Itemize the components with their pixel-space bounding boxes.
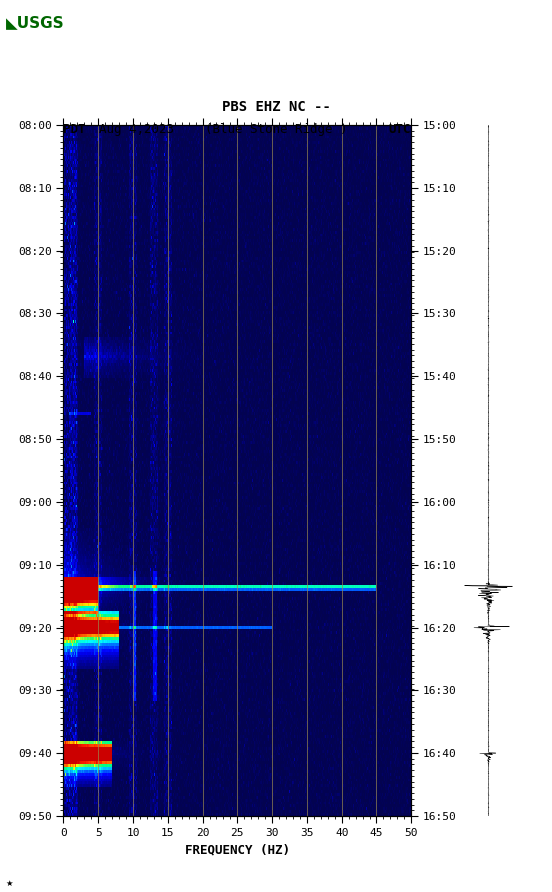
X-axis label: FREQUENCY (HZ): FREQUENCY (HZ) — [185, 844, 290, 856]
Text: ◣USGS: ◣USGS — [6, 15, 64, 29]
Text: PDT: PDT — [63, 123, 86, 136]
Text: ★: ★ — [6, 879, 13, 888]
Text: UTC: UTC — [389, 123, 411, 136]
Text: PBS EHZ NC --: PBS EHZ NC -- — [221, 100, 331, 114]
Text: (Blue Stone Ridge ): (Blue Stone Ridge ) — [205, 123, 347, 136]
Text: Aug 4,2023: Aug 4,2023 — [99, 123, 174, 136]
